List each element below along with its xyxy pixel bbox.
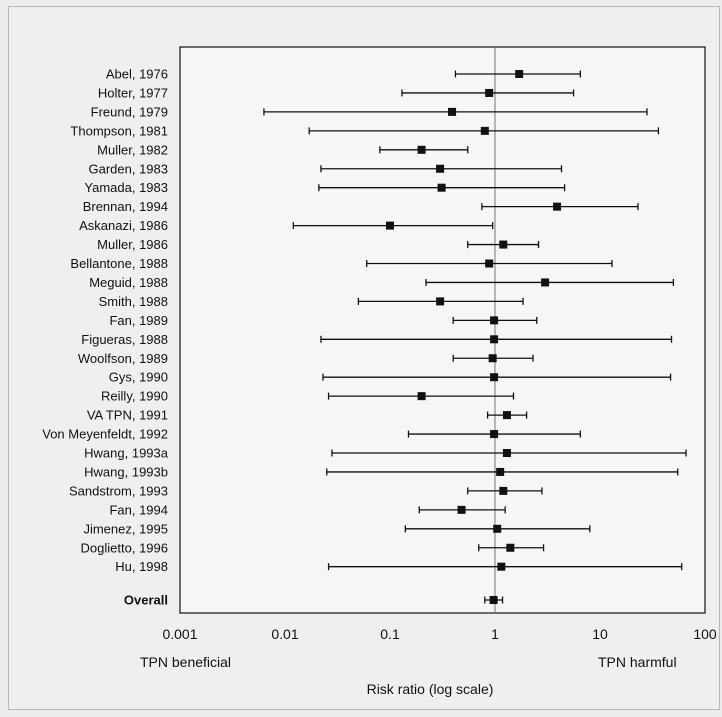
study-row: Smith, 1988 (99, 294, 524, 309)
point-estimate-marker (506, 543, 515, 552)
point-estimate-marker (515, 70, 524, 78)
study-label: VA TPN, 1991 (87, 408, 168, 423)
study-label: Doglietto, 1996 (81, 540, 168, 555)
study-label: Fan, 1989 (109, 313, 168, 328)
study-row: Garden, 1983 (88, 161, 563, 176)
study-row: Doglietto, 1996 (81, 540, 545, 555)
x-axis-title: Risk ratio (log scale) (367, 681, 494, 697)
study-label: Muller, 1986 (97, 237, 168, 252)
study-row: Brennan, 1994 (83, 199, 639, 214)
x-axis-ticks: 0.001 0.01 0.1 1 10 100 (162, 626, 716, 642)
x-tick-label: 1 (491, 626, 499, 642)
x-tick-label: 0.1 (380, 626, 400, 642)
study-row: Abel, 1976 (106, 67, 582, 82)
x-tick-label: 0.01 (271, 626, 298, 642)
left-annotation: TPN beneficial (140, 654, 231, 670)
point-estimate-marker (499, 240, 508, 249)
study-row: Sandstrom, 1993 (69, 483, 543, 498)
study-label: Jimenez, 1995 (83, 521, 168, 536)
overall-row: Overall (124, 593, 504, 608)
study-row: Meguid, 1988 (89, 275, 675, 290)
point-estimate-marker (386, 221, 394, 230)
study-label: Figueras, 1988 (81, 332, 168, 347)
study-label: Hu, 1998 (115, 559, 168, 574)
point-estimate-marker (436, 297, 445, 306)
point-estimate-marker (436, 164, 445, 173)
study-label: Abel, 1976 (106, 67, 168, 82)
study-label: Sandstrom, 1993 (69, 483, 168, 498)
point-estimate-marker (502, 411, 511, 420)
study-label: Woolfson, 1989 (78, 351, 168, 366)
study-rows: Abel, 1976 Holter, 1977 Freund, 1979 Thomps… (42, 67, 687, 608)
x-tick-label: 0.001 (162, 626, 197, 642)
study-label: Meguid, 1988 (89, 275, 168, 290)
study-label: Muller, 1982 (97, 142, 168, 157)
study-row: Muller, 1986 (97, 237, 540, 252)
study-row: Askanazi, 1986 (79, 218, 494, 233)
study-row: Hwang, 1993a (84, 446, 687, 461)
point-estimate-marker (417, 392, 426, 401)
study-label: Smith, 1988 (99, 294, 168, 309)
study-row: Yamada, 1983 (84, 180, 566, 195)
point-estimate-marker (553, 202, 562, 211)
study-row: Fan, 1989 (109, 313, 538, 328)
study-row: Hu, 1998 (115, 559, 683, 574)
study-row: Woolfson, 1989 (78, 351, 534, 366)
right-annotation: TPN harmful (598, 654, 677, 670)
study-label: Hwang, 1993b (84, 464, 168, 479)
study-row: Bellantone, 1988 (70, 256, 613, 271)
study-row: Reilly, 1990 (101, 389, 515, 404)
study-row: Freund, 1979 (91, 104, 648, 119)
point-estimate-marker (490, 430, 499, 439)
point-estimate-marker (448, 107, 457, 116)
plot-area (179, 46, 706, 614)
overall-label: Overall (124, 593, 168, 608)
study-label: Bellantone, 1988 (70, 256, 168, 271)
study-row: Von Meyenfeldt, 1992 (42, 427, 582, 442)
point-estimate-marker (496, 467, 505, 476)
study-row: Muller, 1982 (97, 142, 469, 157)
point-estimate-marker (437, 183, 446, 192)
point-estimate-marker (485, 88, 494, 97)
point-estimate-marker (499, 486, 508, 495)
point-estimate-marker (489, 596, 498, 604)
study-label: Fan, 1994 (109, 502, 168, 517)
study-label: Yamada, 1983 (84, 180, 168, 195)
point-estimate-marker (490, 316, 499, 325)
point-estimate-marker (541, 278, 550, 287)
point-estimate-marker (485, 259, 494, 268)
study-row: Hwang, 1993b (84, 464, 679, 479)
point-estimate-marker (488, 354, 497, 363)
study-row: VA TPN, 1991 (87, 408, 528, 423)
study-label: Brennan, 1994 (83, 199, 168, 214)
study-label: Reilly, 1990 (101, 389, 168, 404)
point-estimate-marker (457, 505, 466, 514)
study-label: Von Meyenfeldt, 1992 (42, 427, 168, 442)
study-row: Holter, 1977 (98, 85, 575, 100)
study-label: Hwang, 1993a (84, 446, 169, 461)
point-estimate-marker (417, 145, 426, 154)
x-tick-label: 100 (693, 626, 717, 642)
study-label: Freund, 1979 (91, 104, 168, 119)
study-label: Thompson, 1981 (70, 123, 168, 138)
point-estimate-marker (480, 126, 489, 135)
point-estimate-marker (497, 562, 506, 571)
x-tick-label: 10 (592, 626, 608, 642)
study-row: Figueras, 1988 (81, 332, 673, 347)
point-estimate-marker (502, 449, 511, 457)
point-estimate-marker (493, 524, 502, 533)
study-label: Askanazi, 1986 (79, 218, 168, 233)
study-row: Jimenez, 1995 (83, 521, 591, 536)
point-estimate-marker (490, 335, 499, 344)
study-label: Garden, 1983 (88, 161, 168, 176)
study-label: Holter, 1977 (98, 85, 168, 100)
study-row: Fan, 1994 (109, 502, 506, 517)
study-row: Thompson, 1981 (70, 123, 660, 138)
point-estimate-marker (490, 373, 499, 382)
study-row: Gys, 1990 (109, 370, 672, 385)
study-label: Gys, 1990 (109, 370, 168, 385)
